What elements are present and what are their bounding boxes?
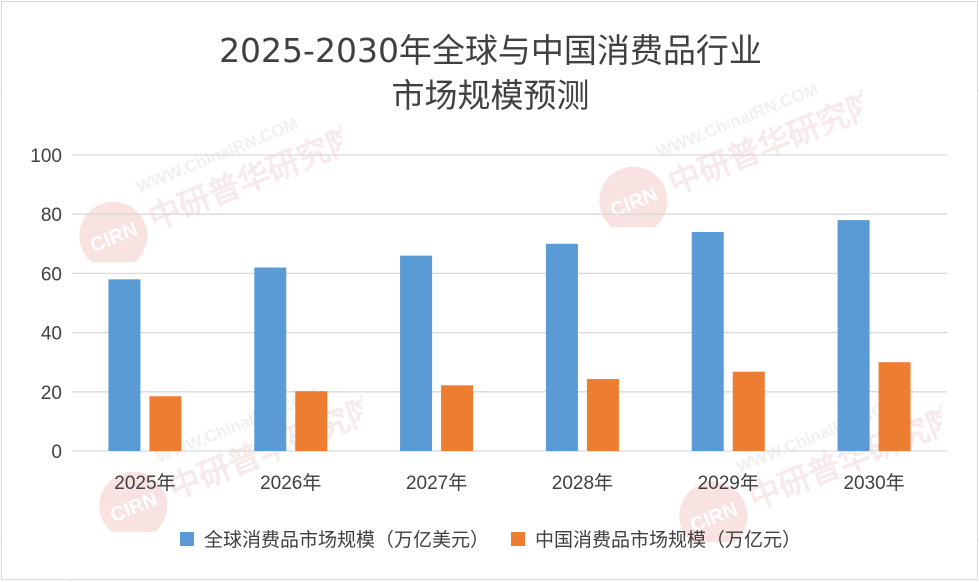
legend-label-global: 全球消费品市场规模（万亿美元） [203,529,489,551]
x-tick-label: 2029年 [698,472,759,494]
y-tick-label: 100 [30,146,62,167]
bar-global [545,243,578,451]
chart-title-line-1: 2025-2030年全球与中国消费品行业 [219,31,762,70]
legend-item-china[interactable]: 中国消费品市场规模（万亿元） [511,525,801,552]
legend-item-global[interactable]: 全球消费品市场规模（万亿美元） [179,525,489,552]
y-tick-label: 0 [51,442,62,463]
bar-china [295,391,328,451]
y-tick-label: 40 [41,324,62,345]
bar-china [586,379,619,451]
bar-global [837,220,870,451]
x-tick-label: 2026年 [260,472,321,494]
plot-area: 0 20 40 60 80 100 2025年 2026年 2027年 2028年 2029年 203… [30,146,947,494]
bar-global [254,267,287,451]
legend-swatch-china [511,531,525,546]
x-tick-label: 2025年 [114,472,175,494]
legend: 全球消费品市场规模（万亿美元） 中国消费品市场规模（万亿元） [2,525,979,552]
x-tick-label: 2030年 [843,472,904,494]
bar-china [878,362,911,451]
legend-swatch-global [179,531,194,546]
legend-label-china: 中国消费品市场规模（万亿元） [535,529,802,551]
x-tick-label: 2027年 [406,472,467,494]
y-tick-label: 80 [41,205,62,226]
bar-china [441,385,474,451]
bar-china [732,371,765,451]
x-tick-label: 2028年 [552,472,613,494]
y-tick-label: 60 [41,264,62,285]
y-tick-label: 20 [41,383,62,404]
bar-global [108,279,141,451]
bar-global [400,255,433,451]
bar-global [691,231,724,451]
chart-title-line-2: 市场规模预测 [391,76,590,115]
bar-china [149,396,182,451]
chart-title: 2025-2030年全球与中国消费品行业 市场规模预测 [2,28,979,118]
